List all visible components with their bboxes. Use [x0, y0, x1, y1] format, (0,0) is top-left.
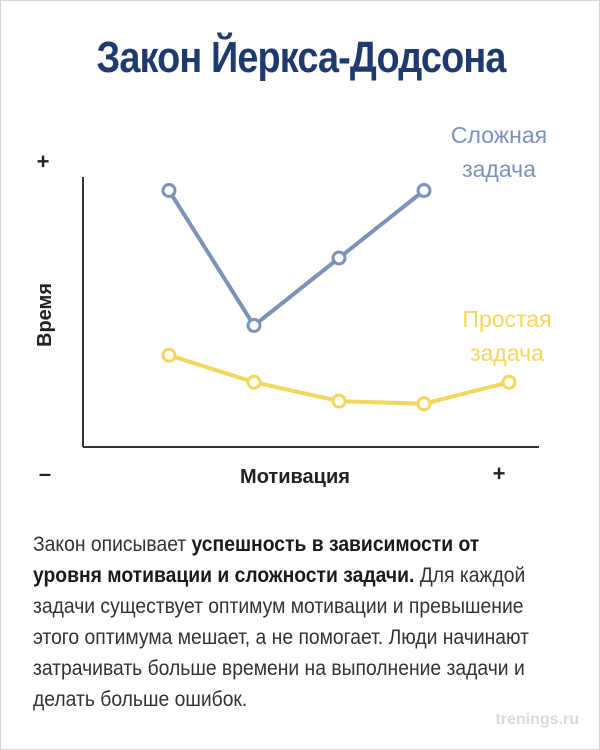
- description-intro: Закон описывает: [33, 533, 192, 556]
- series-label-hard-line2: задача: [462, 156, 536, 182]
- series-1-point-1: [161, 183, 177, 198]
- series-label-hard-line1: Сложная: [451, 122, 547, 148]
- series-1-point-2: [246, 318, 262, 333]
- x-axis-max-label: +: [493, 461, 506, 486]
- description: Закон описывает успешность в зависимости…: [33, 529, 539, 715]
- series-2-point-2: [246, 374, 262, 390]
- y-axis-title: Время: [34, 283, 56, 347]
- series-1-point-3: [331, 250, 347, 266]
- y-axis-max-label: +: [37, 149, 50, 174]
- series-layer: [161, 183, 517, 412]
- series-label-easy-line1: Простая: [462, 306, 551, 332]
- chart-axes: [82, 177, 539, 448]
- series-1-point-4: [416, 183, 432, 198]
- chart: + – + Мотивация Время Сложная задача Про…: [34, 122, 552, 488]
- series-labels: Сложная задача Простая задача: [451, 122, 552, 366]
- page-title: Закон Йеркса-Додсона: [96, 33, 506, 82]
- description-body: Для каждой задачи существует оптимум мот…: [33, 564, 529, 711]
- series-2-point-4: [416, 396, 432, 412]
- series-2-point-5: [501, 374, 517, 390]
- x-axis-title: Мотивация: [240, 466, 350, 488]
- x-axis-min-label: –: [39, 461, 51, 486]
- watermark: trenings.ru: [495, 711, 579, 728]
- series-2-point-1: [161, 347, 177, 363]
- series-label-easy-line2: задача: [470, 340, 544, 366]
- series-2-point-3: [331, 393, 347, 409]
- description-emphasis: успешность в зависимости от уровня мотив…: [33, 533, 480, 587]
- series-line-1: [167, 188, 426, 328]
